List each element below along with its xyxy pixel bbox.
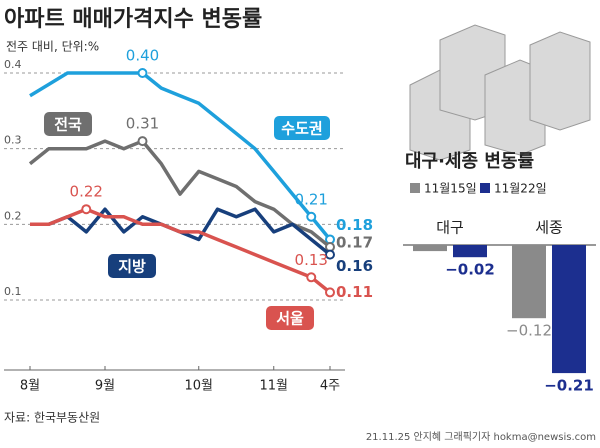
x-tick-label: 10월 [184,379,213,394]
bar [413,245,447,252]
legend-label: 11월15일 [424,182,477,196]
line-panel [0,0,400,400]
data-label: −0.12 [506,322,552,340]
series-label: 전국 [54,116,82,134]
series-line [29,71,332,241]
data-label: −0.21 [544,377,594,395]
series-label-box [44,112,92,136]
credit: 21.11.25 안지혜 그래픽기자 hokma@newsis.com [366,431,596,443]
point-marker [306,211,317,222]
bar [453,245,487,258]
series-line [28,139,332,249]
data-label: 0.11 [336,283,373,301]
legend-swatch [480,183,490,193]
data-label: 0.21 [295,190,328,208]
chart-subtitle: 전주 대비, 단위:% [6,40,99,54]
x-tick-label: 대구 [436,219,464,237]
data-label: 0.16 [336,257,373,275]
series-label-box [108,254,156,278]
point-marker [325,287,335,298]
series-label: 지방 [118,258,146,276]
data-label: 0.17 [336,234,373,252]
building [529,31,591,131]
data-label: 0.18 [336,216,373,234]
data-label: 0.22 [70,183,103,201]
bar [512,245,546,319]
y-tick-label: 0.1 [4,285,22,298]
point-marker [325,249,335,260]
data-label: −0.02 [445,261,495,279]
bar [552,245,586,374]
y-tick-label: 0.3 [4,134,22,147]
x-tick-label: 세종 [535,219,563,237]
bar-chart-title: 대구·세종 변동률 [405,151,534,172]
building-illustration [409,24,591,161]
series-label-box [274,116,330,140]
point-marker [137,136,148,147]
legend-label: 11월22일 [494,182,547,196]
y-tick-label: 0.4 [4,58,22,71]
x-tick-label: 11월 [259,379,288,394]
point-marker [306,272,317,283]
series-label-box [266,306,314,330]
point-marker [137,68,148,78]
chart-title: 아파트 매매가격지수 변동률 [4,7,262,32]
legend-swatch [410,183,420,193]
series-label: 서울 [276,310,304,328]
data-label: 0.13 [295,251,328,269]
y-tick-label: 0.2 [4,209,22,222]
point-marker [81,204,92,215]
x-tick-label: 4주 [320,379,340,394]
x-tick-label: 9월 [95,379,115,394]
data-label: 0.31 [126,115,159,133]
series-label: 수도권 [281,120,322,138]
source: 자료: 한국부동산원 [4,411,100,425]
data-label: 0.40 [126,47,159,65]
x-tick-label: 8월 [20,379,40,394]
series-line [30,207,332,294]
